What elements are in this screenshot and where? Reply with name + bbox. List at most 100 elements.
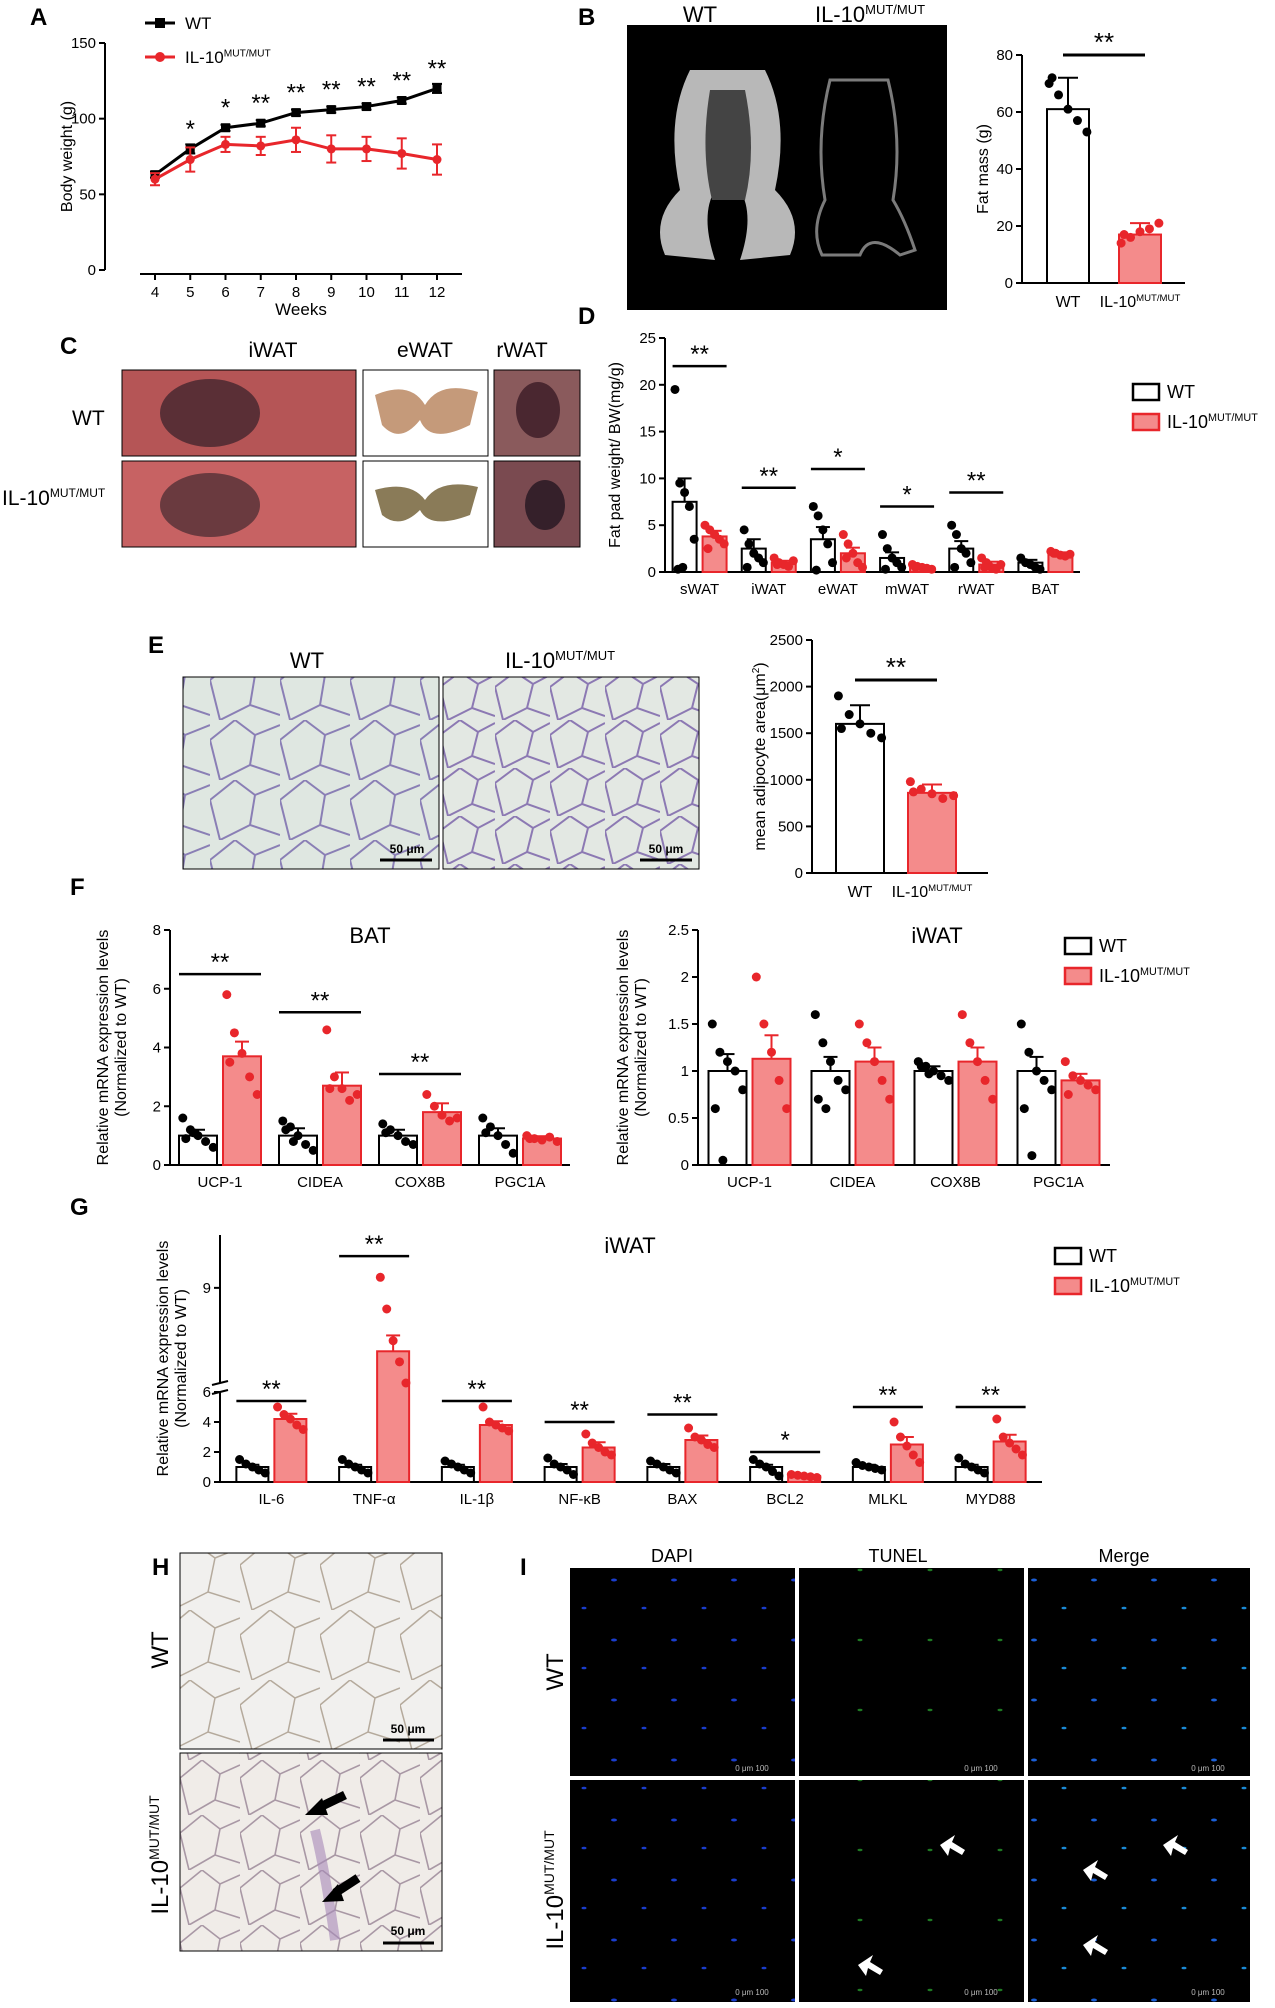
photo-ewat-mut-tissue: [375, 484, 478, 522]
he-mut-label: IL-10MUT/MUT: [505, 648, 615, 673]
B-c1-pt-2: [1135, 227, 1145, 237]
F1-s1-c3-pt-2: [537, 1135, 547, 1145]
fl-scale-6: 0 μm 100: [1191, 1988, 1225, 1997]
G-s0-c5-pt-0: [748, 1455, 758, 1464]
F1-s0-c3-pt-4: [508, 1148, 518, 1158]
G-title: iWAT: [604, 1233, 655, 1258]
F2-legend-wt-text: WT: [1099, 936, 1127, 956]
F2-s1-c3-pt-5: [1063, 1090, 1073, 1099]
G-s1-c7-pt-2: [1005, 1438, 1015, 1448]
D-y-label-0: Fat pad weight/ BW(mg/g): [607, 362, 624, 548]
F2-s0-c1-pt-6: [821, 1104, 831, 1114]
D-s0-c3-pt-0: [877, 530, 887, 540]
D-x-label-5: BAT: [1031, 581, 1059, 598]
D-legend-mut-swatch: [1131, 412, 1161, 432]
G-s0-c5-pt-4: [774, 1471, 784, 1481]
ihc-arrow-1-head: [305, 1798, 328, 1815]
D-s1-c5-pt-5: [1049, 548, 1059, 558]
D-s0-c3-pt-1: [882, 544, 892, 554]
F2-title: iWAT: [911, 923, 962, 948]
F2-x-label-0: UCP-1: [727, 1174, 772, 1191]
G-s1-c7-pt-3: [1011, 1444, 1021, 1454]
F1-s0-c2-pt-0: [378, 1119, 388, 1129]
G-s0-c2-pt-4: [466, 1468, 476, 1478]
F1-s0-c2-pt-4: [408, 1139, 418, 1149]
F2-s0-c1-pt-5: [813, 1094, 823, 1104]
photo-rwat-mut: [493, 460, 581, 548]
A-pt-0-4: [291, 108, 301, 118]
A-pt-0-7: [397, 96, 407, 106]
F1-s1-c1-pt-0: [322, 1025, 332, 1035]
F1-s0-c0-pt-5: [181, 1134, 191, 1144]
F1-sig-0: **: [211, 949, 230, 976]
G-sig-3: **: [570, 1397, 589, 1424]
D-s0-c3-pt-4: [897, 562, 907, 572]
G-s1-c4-pt-2: [696, 1435, 706, 1445]
D-s1-c4-pt-5: [980, 562, 990, 572]
E-c1-pt-2: [927, 789, 937, 799]
photo-ewat-wt-tissue: [375, 388, 478, 434]
G-s1-c7-pt-1: [998, 1432, 1008, 1442]
D-sig-4: **: [967, 467, 986, 494]
chart-a-body-weight: 0 50 100 150 Body weight (g) 4 5 6 7 8 9 10 11 12 Week…: [59, 14, 462, 319]
F1-sig-2: **: [411, 1049, 430, 1076]
F1-s0-c0-pt-4: [208, 1142, 218, 1152]
F1-s1-c3-pt-4: [552, 1137, 562, 1146]
F1-s0-c3-pt-0: [478, 1113, 488, 1123]
F1-s1-c0-pt-2: [237, 1048, 247, 1058]
F2-y-tick-label-0: 0: [681, 1157, 689, 1174]
F2-s1-c2-pt-3: [980, 1075, 990, 1085]
G-s1-c7-pt-0: [992, 1414, 1002, 1424]
mri-mut-body: [815, 78, 917, 257]
G-s1-c5-pt-4: [812, 1473, 822, 1482]
F1-s1-c2-pt-1: [429, 1101, 439, 1111]
chart-f-bat: 0 2 4 6 8 Relative mRNA expression levels (Nor…: [95, 922, 570, 1191]
E-y-tick-label-5: 2500: [770, 632, 803, 649]
fl-arrow-tunel-1: [940, 1835, 965, 1856]
E-y-tick-label-4: 2000: [770, 679, 803, 696]
D-s0-c4-pt-5: [950, 562, 960, 572]
G-s1-c7-pt-4: [1017, 1450, 1027, 1460]
G-x-label-1: TNF-α: [353, 1491, 396, 1508]
panel-label-f: F: [70, 874, 85, 901]
D-sig-3: *: [902, 481, 911, 508]
D-x-label-2: eWAT: [818, 581, 858, 598]
F2-s0-c3-pt-1: [1024, 1047, 1034, 1057]
G-s1-c2-pt-0: [478, 1402, 488, 1412]
G-y-tick-label-2: 4: [203, 1414, 211, 1431]
F2-s1-c2-pt-4: [988, 1094, 998, 1104]
F2-s0-c0-pt-5: [710, 1104, 720, 1114]
F2-s0-c0-pt-3: [730, 1066, 740, 1076]
E-x-label-0: WT: [848, 884, 873, 901]
B-c0-pt-4: [1082, 127, 1092, 137]
he-mut-image: [442, 676, 700, 870]
E-c1-pt-3: [938, 793, 948, 803]
G-y-tick-label-1: 2: [203, 1444, 211, 1461]
mri-mut-label: IL-10MUT/MUT: [815, 2, 925, 27]
E-x-label-1: IL-10MUT/MUT: [892, 883, 973, 901]
A-y-tick-label-1: 50: [79, 186, 96, 203]
G-x-label-2: IL-1β: [460, 1491, 495, 1508]
A-pt-0-2: [221, 123, 230, 133]
A-pt-0-8: [432, 83, 442, 93]
F2-s0-c2-pt-4: [944, 1075, 954, 1085]
F2-s1-c0-pt-0: [751, 972, 761, 982]
F1-y-tick-label-4: 8: [153, 922, 161, 939]
mri-images: WT IL-10MUT/MUT: [627, 2, 947, 310]
G-x-label-6: MLKL: [868, 1491, 907, 1508]
D-s1-c3-pt-4: [927, 564, 937, 574]
E-bar-1: [907, 791, 957, 875]
D-s0-c0-pt-0: [670, 384, 680, 394]
B-y-tick-label-2: 40: [996, 161, 1013, 178]
D-x-label-0: sWAT: [680, 581, 719, 598]
A-y-tick-label-2: 100: [71, 111, 96, 128]
G-s0-c3-pt-0: [543, 1453, 553, 1463]
A-sig-5: **: [357, 74, 376, 101]
F2-s0-c3-pt-3: [1039, 1075, 1049, 1085]
D-s1-c1-pt-5: [772, 560, 782, 570]
B-c0-pt-5: [1047, 73, 1057, 83]
F2-s0-c1-pt-0: [810, 1010, 820, 1020]
D-y-tick-label-5: 25: [639, 330, 656, 347]
F2-s1-c1-pt-3: [877, 1075, 887, 1085]
fl-col-merge: Merge: [1098, 1546, 1149, 1566]
